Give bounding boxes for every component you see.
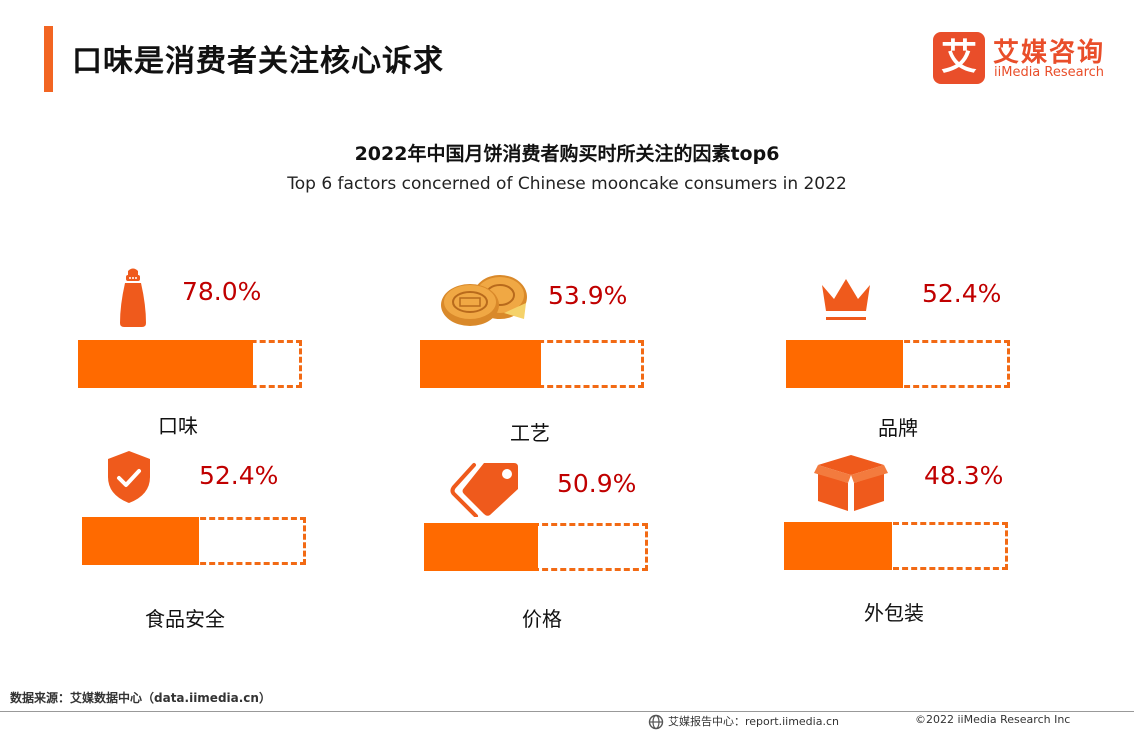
bar-track <box>784 522 1008 570</box>
bar <box>424 523 538 571</box>
salt-shaker-icon <box>116 267 150 333</box>
copyright: ©2022 iiMedia Research Inc <box>915 713 1071 726</box>
price-tag-icon <box>450 461 520 521</box>
report-site: 艾媒报告中心：report.iimedia.cn <box>648 713 839 730</box>
crown-icon <box>820 277 872 327</box>
chart-subtitle: Top 6 factors concerned of Chinese moonc… <box>287 174 847 194</box>
page-title: 口味是消费者关注核心诉求 <box>72 44 444 79</box>
category-label: 外包装 <box>864 601 924 625</box>
category-label: 工艺 <box>510 421 550 445</box>
bar <box>784 522 892 570</box>
bar <box>78 340 253 388</box>
bar-track <box>786 340 1010 388</box>
logo-name-en: iiMedia Research <box>994 65 1105 80</box>
bar-track <box>424 523 648 571</box>
factor-price: 50.9% 价格 <box>424 445 724 631</box>
category-label: 价格 <box>522 607 562 631</box>
value-label: 50.9% <box>557 469 637 498</box>
value-label: 52.4% <box>922 279 1002 308</box>
footer-divider <box>0 711 1134 712</box>
factor-brand: 52.4% 品牌 <box>786 265 1086 440</box>
bar-track <box>420 340 644 388</box>
report-site-text: 艾媒报告中心：report.iimedia.cn <box>668 715 839 728</box>
value-label: 52.4% <box>199 461 279 490</box>
value-label: 78.0% <box>182 277 262 306</box>
brand-logo: 艾 艾媒咨询 iiMedia Research <box>933 32 1113 84</box>
box-icon <box>814 451 888 517</box>
factor-craft: 53.9% 工艺 <box>420 265 720 445</box>
value-label: 53.9% <box>548 281 628 310</box>
bar-track <box>82 517 306 565</box>
value-label: 48.3% <box>924 461 1004 490</box>
logo-mark: 艾 <box>933 32 985 84</box>
bar-track <box>78 340 302 388</box>
bar <box>82 517 199 565</box>
bar <box>786 340 903 388</box>
factor-food-safety: 52.4% 食品安全 <box>82 445 382 631</box>
logo-name-cn: 艾媒咨询 <box>993 38 1106 68</box>
chart-title: 2022年中国月饼消费者购买时所关注的因素top6 <box>354 143 780 165</box>
category-label: 食品安全 <box>145 607 225 631</box>
factor-packaging: 48.3% 外包装 <box>784 445 1084 625</box>
title-accent-bar <box>44 26 53 92</box>
mooncake-icon <box>440 273 530 331</box>
category-label: 品牌 <box>878 416 918 440</box>
shield-check-icon <box>106 449 152 509</box>
category-label: 口味 <box>158 414 198 438</box>
data-source: 数据来源：艾媒数据中心（data.iimedia.cn） <box>10 691 271 705</box>
bar <box>420 340 541 388</box>
factor-taste: 78.0% 口味 <box>78 265 378 438</box>
globe-icon <box>648 714 664 730</box>
